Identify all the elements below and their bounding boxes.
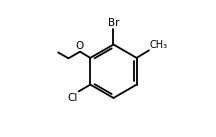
Text: Cl: Cl (68, 93, 78, 102)
Text: Br: Br (108, 18, 119, 28)
Text: O: O (75, 41, 84, 51)
Text: CH₃: CH₃ (150, 40, 168, 50)
